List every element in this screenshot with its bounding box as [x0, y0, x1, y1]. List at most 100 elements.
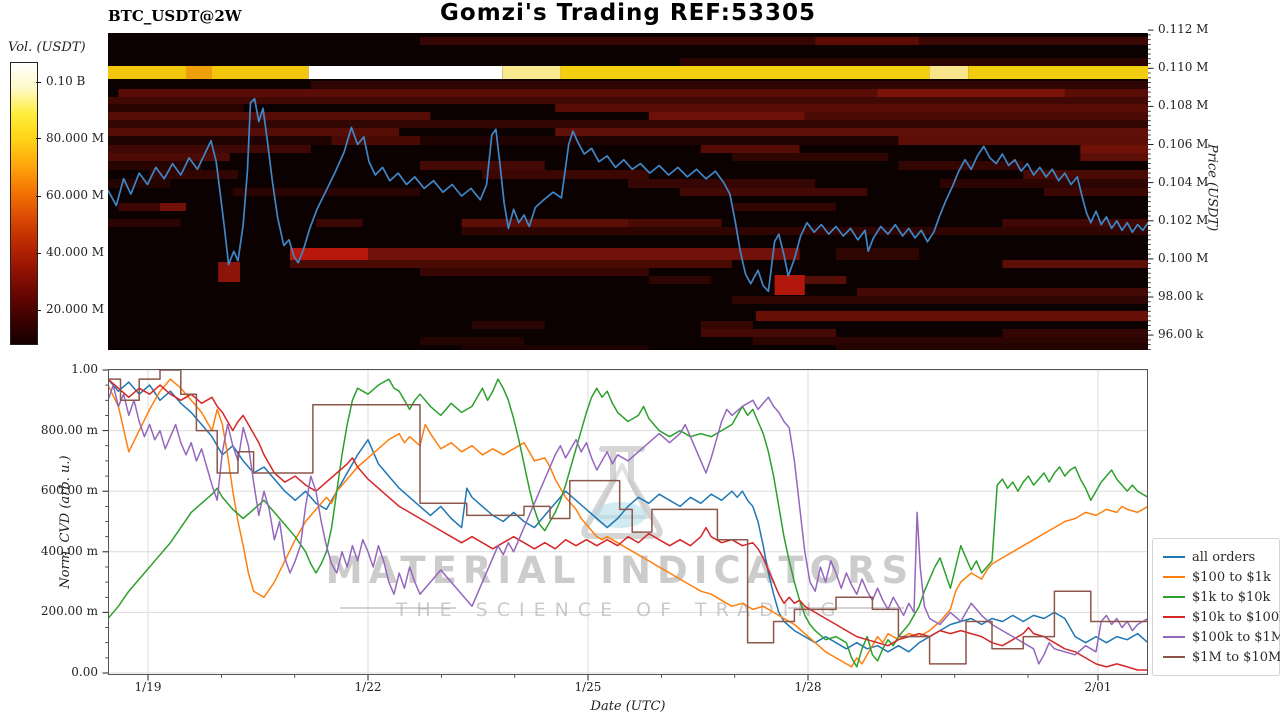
heatmap-cell — [290, 248, 368, 260]
heatmap-cell — [108, 112, 431, 120]
legend-line-swatch — [1163, 576, 1185, 578]
heatmap-cell — [108, 97, 1148, 104]
heatmap-cell — [331, 136, 420, 145]
btc-price-line — [108, 97, 1148, 293]
heatmap-cell — [700, 145, 800, 153]
heatmap-cell — [648, 276, 712, 284]
heatmap-cell — [1080, 145, 1148, 153]
price-tick-label: 98.00 k — [1158, 289, 1204, 303]
legend-line-swatch — [1163, 556, 1185, 558]
date-tick-label: 1/28 — [794, 680, 822, 694]
heatmap-cell — [804, 276, 847, 284]
colorbar-tick-label: 40.000 M — [46, 245, 105, 260]
legend-item: $1k to $10k — [1163, 587, 1279, 607]
price-tick-label: 0.106 M — [1158, 136, 1209, 151]
price-axis-ticks — [1148, 29, 1154, 350]
heatmap-cell — [1002, 219, 1148, 227]
price-tick-label: 0.110 M — [1158, 60, 1209, 75]
heatmap-cell — [108, 136, 1148, 145]
date-tick-label: 1/22 — [354, 680, 382, 694]
colorbar-tick-label: 20.000 M — [46, 302, 105, 317]
colorbar-tick-label: 0.10 B — [46, 74, 86, 89]
heatmap-cell — [815, 37, 920, 45]
colorbar-tick — [36, 195, 41, 197]
cvd-tick-label: 200.00 m — [40, 604, 98, 619]
date-tick-label: 2/01 — [1084, 680, 1112, 694]
heatmap-cell — [108, 104, 244, 112]
heatmap-cell — [700, 329, 836, 337]
heatmap-cell — [108, 153, 230, 161]
cvd-axis-ticks — [102, 369, 108, 674]
heatmap-cell — [1002, 329, 1148, 337]
heatmap-cell — [1044, 188, 1148, 196]
legend-line-swatch — [1163, 656, 1185, 658]
legend-item: $10k to $100k — [1163, 607, 1280, 627]
heatmap-cell — [648, 112, 805, 120]
heatmap-cell — [310, 81, 1148, 89]
heatmap-cell — [461, 345, 649, 350]
heatmap-cell — [420, 337, 524, 345]
heatmap-cell — [628, 219, 722, 227]
volume-colorbar — [10, 62, 38, 345]
flask-icon — [581, 446, 663, 539]
price-tick-label: 0.112 M — [1158, 22, 1209, 37]
heatmap-cell — [108, 179, 171, 188]
watermark-line2: THE SCIENCE OF TRADING — [395, 599, 845, 621]
heatmap-cell — [919, 37, 1148, 45]
heatmap-cell — [308, 66, 503, 79]
heatmap-cell — [482, 170, 649, 179]
heatmap-cell — [218, 262, 240, 282]
symbol-label: BTC_USDT@2W — [108, 7, 242, 25]
heatmap-cell — [560, 66, 930, 79]
heatmap-cell — [461, 227, 1148, 235]
heatmap-cell — [804, 112, 1148, 120]
watermark-line1: MATERIAL INDICATORS — [326, 549, 914, 592]
heatmap-cell — [420, 37, 816, 45]
heatmap-cell — [929, 66, 969, 79]
cvd-series--1m-to-10m — [108, 369, 1148, 665]
cvd-tick-label: 0.00 — [71, 665, 98, 679]
heatmap-cell — [752, 337, 1148, 345]
date-axis-title: Date (UTC) — [590, 699, 666, 714]
heatmap-cell — [118, 89, 1148, 97]
legend-label: $1k to $10k — [1192, 589, 1271, 605]
cvd-series-all-orders — [108, 378, 1148, 653]
heatmap-cell — [856, 288, 1148, 296]
date-tick-label: 1/25 — [574, 680, 602, 694]
cvd-tick-label: 800.00 m — [40, 422, 98, 437]
cvd-tick-label: 400.00 m — [40, 543, 98, 558]
colorbar-tick-label: 60.000 M — [46, 188, 105, 203]
heatmap-cell — [108, 128, 400, 136]
price-axis-title: Price (USDT) — [1204, 143, 1220, 232]
colorbar-label: Vol. (USDT) — [8, 40, 86, 55]
heatmap-cell — [1080, 153, 1148, 161]
heatmap-cell — [108, 66, 186, 79]
heatmap-cell — [420, 161, 545, 170]
axes-spine — [108, 369, 1148, 675]
heatmap-cell — [940, 179, 1148, 188]
legend-label: all orders — [1192, 549, 1256, 565]
cvd-series--10k-to-100k — [108, 378, 1148, 671]
legend-item: $1M to $10M — [1163, 647, 1280, 667]
heatmap-cell — [461, 219, 628, 227]
heatmap-cell — [108, 219, 181, 227]
heatmap-cell — [186, 66, 212, 79]
heatmap-cell — [732, 153, 888, 161]
legend-item: $100 to $1k — [1163, 567, 1279, 587]
heatmap-cell — [732, 296, 1148, 304]
cvd-series--1k-to-10k — [108, 378, 1148, 668]
legend-line-swatch — [1163, 636, 1185, 638]
heatmap-cell — [108, 120, 1148, 128]
cvd-chart-panel: MATERIAL INDICATORS THE SCIENCE OF TRADIN… — [108, 369, 1148, 675]
legend-label: $100 to $1k — [1192, 569, 1271, 585]
heatmap-cell — [149, 170, 238, 179]
heatmap-cell — [898, 136, 1148, 145]
cvd-series--100k-to-1m — [108, 384, 1148, 665]
heatmap-cell — [877, 89, 1065, 97]
orderbook-heatmap-panel — [108, 33, 1148, 350]
watermark: MATERIAL INDICATORS THE SCIENCE OF TRADIN… — [326, 446, 914, 621]
heatmap-cell — [212, 66, 309, 79]
legend: all orders $100 to $1k $1k to $10k $10k to … — [1152, 538, 1280, 676]
heatmap-cell — [472, 321, 545, 329]
